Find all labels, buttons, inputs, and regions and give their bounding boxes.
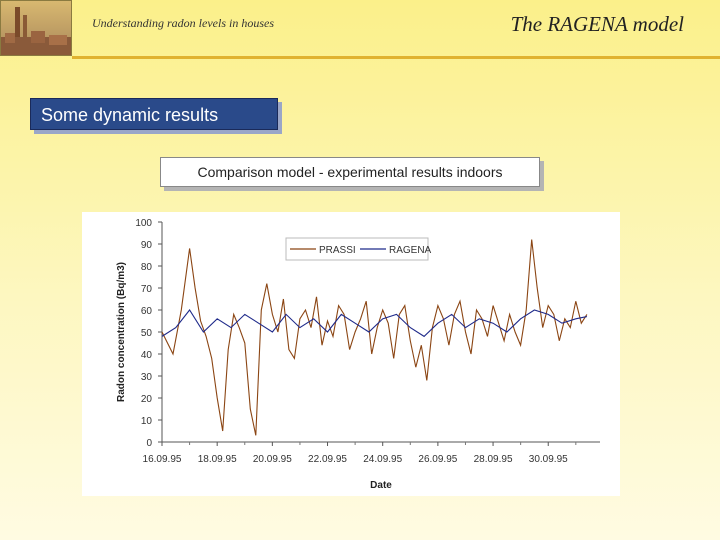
series-line-prassi: [161, 239, 588, 436]
x-tick-label: 26.09.95: [418, 454, 457, 465]
y-tick-label: 50: [141, 328, 153, 339]
x-tick-label: 28.09.95: [474, 454, 513, 465]
x-tick-label: 16.09.95: [143, 454, 182, 465]
header-divider: [72, 56, 720, 59]
x-axis-title: Date: [370, 480, 392, 491]
y-tick-label: 10: [141, 416, 153, 427]
y-tick-label: 60: [141, 306, 153, 317]
header-thumbnail-image: [0, 0, 72, 56]
chart-panel: 0 10 20 30 40 50 60 70 80 90 100 16.09.95 18.09.95 20…: [82, 212, 620, 496]
header-context-text: Understanding radon levels in houses: [92, 16, 274, 30]
y-tick-label: 0: [146, 438, 152, 449]
x-tick-label: 18.09.95: [198, 454, 237, 465]
y-tick-label: 80: [141, 262, 153, 273]
header-presentation-title: The RAGENA model: [510, 12, 684, 36]
y-tick-label: 20: [141, 394, 153, 405]
y-tick-label: 90: [141, 240, 153, 251]
chart-caption: Comparison model - experimental results …: [160, 157, 540, 187]
radon-chart: 0 10 20 30 40 50 60 70 80 90 100 16.09.95 18.09.95 20…: [116, 218, 600, 491]
chart-legend: PRASSI RAGENA: [285, 237, 432, 261]
y-tick-label: 30: [141, 372, 153, 383]
legend-box: [285, 237, 429, 261]
y-tick-label: 70: [141, 284, 153, 295]
section-title: Some dynamic results: [30, 98, 278, 130]
legend-label-prassi: PRASSI: [319, 245, 356, 256]
x-tick-label: 24.09.95: [363, 454, 402, 465]
x-tick-label: 20.09.95: [253, 454, 292, 465]
y-axis-title: Radon concentration (Bq/m3): [116, 262, 127, 402]
y-tick-label: 40: [141, 350, 153, 361]
y-tick-label: 100: [135, 218, 152, 229]
x-tick-label: 22.09.95: [308, 454, 347, 465]
series-line-ragena: [161, 309, 588, 338]
legend-label-ragena: RAGENA: [389, 245, 432, 256]
x-tick-label: 30.09.95: [529, 454, 568, 465]
